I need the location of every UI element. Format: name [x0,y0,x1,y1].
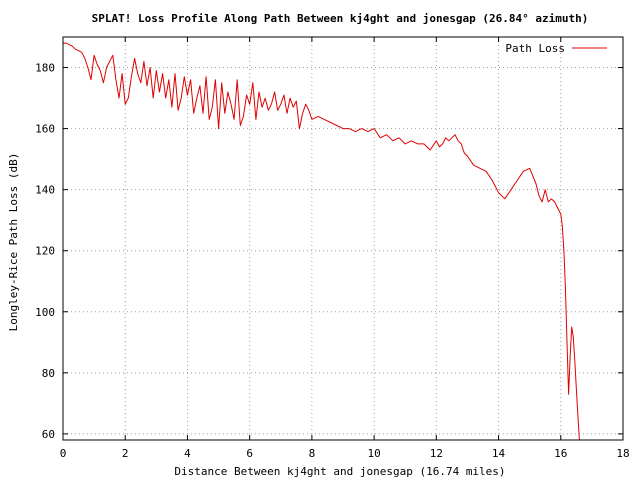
y-tick-label: 120 [35,245,55,258]
x-tick-label: 6 [246,447,253,460]
y-axis-label: Longley-Rice Path Loss (dB) [7,153,20,332]
x-tick-label: 12 [430,447,443,460]
y-tick-label: 140 [35,184,55,197]
x-tick-label: 2 [122,447,129,460]
legend-label: Path Loss [505,42,565,55]
x-tick-label: 10 [367,447,380,460]
y-tick-label: 100 [35,306,55,319]
legend: Path Loss [505,42,607,55]
series-layer [63,42,580,441]
x-tick-label: 8 [309,447,316,460]
y-tick-label: 160 [35,123,55,136]
x-tick-label: 0 [60,447,67,460]
x-tick-label: 16 [554,447,567,460]
y-tick-label: 80 [42,367,55,380]
x-tick-label: 14 [492,447,506,460]
ticks: 0 2 4 6 8 10 12 14 16 18 60 80 100 120 140 160 180 [35,37,630,460]
chart-title: SPLAT! Loss Profile Along Path Between k… [92,12,589,25]
x-tick-label: 4 [184,447,191,460]
y-tick-label: 60 [42,428,55,441]
y-tick-label: 180 [35,62,55,75]
x-axis-label: Distance Between kj4ght and jonesgap (16… [174,465,505,478]
plot-frame [62,36,624,441]
x-tick-label: 18 [616,447,629,460]
path-loss-line [63,42,580,441]
grid [63,37,623,440]
